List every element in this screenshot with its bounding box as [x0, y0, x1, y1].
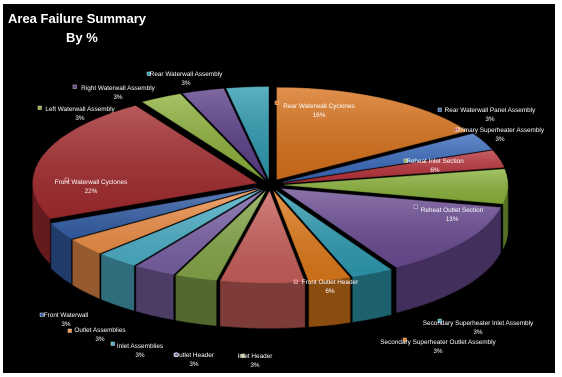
data-label-category: Rear Waterwall Panel Assembly — [445, 107, 536, 114]
data-label-category: Secondary Superheater Outlet Assembly — [380, 339, 496, 346]
pie-top-layer — [32, 86, 509, 284]
pie-slice-side — [219, 280, 306, 329]
data-label-value: 3% — [250, 362, 260, 369]
pie-slice-highlight — [32, 105, 257, 219]
data-label-category: Rear Waterwall Assembly — [150, 71, 223, 78]
pie-slice-highlight — [226, 86, 269, 179]
pie-slice-highlight — [72, 189, 260, 254]
data-label-value: 6% — [325, 288, 335, 295]
data-label-marker — [403, 158, 408, 163]
pie-slice-highlight — [283, 150, 505, 184]
data-label-value: 16% — [313, 112, 326, 119]
pie-slice-highlight — [282, 133, 492, 183]
data-label-marker — [64, 177, 69, 182]
data-label-category: Inlet Assemblies — [117, 343, 163, 350]
pie-slice-side — [135, 265, 174, 321]
data-label-category: Rear Waterwall Cyclones — [283, 103, 355, 110]
pie-slice-highlight — [276, 87, 468, 180]
data-label-category: Front Waterwall — [44, 312, 89, 319]
data-label-value: 13% — [446, 216, 459, 223]
data-label-category: Primary Superheater Assembly — [456, 127, 545, 134]
data-label-value: 3% — [473, 329, 483, 336]
pie-slice-highlight — [175, 191, 266, 281]
data-label-category: Inlet Header — [238, 353, 274, 360]
pie-slice-highlight — [51, 188, 258, 239]
data-label-value: 3% — [95, 336, 105, 343]
data-label-value: 3% — [113, 94, 123, 101]
data-label-category: Right Waterwall Assembly — [81, 85, 155, 92]
data-label-category: Outlet Header — [174, 352, 215, 359]
data-label-marker — [39, 312, 44, 317]
pie-slice-highlight — [276, 190, 392, 278]
pie-slice-highlight — [273, 191, 351, 282]
data-label-marker — [293, 279, 298, 284]
pie-slice-highlight — [142, 94, 264, 180]
data-label-marker — [173, 352, 178, 357]
pie-slice-highlight — [182, 88, 267, 179]
data-label-marker — [146, 71, 151, 76]
data-label-value: 3% — [495, 136, 505, 143]
pie-slice-highlight — [136, 190, 264, 275]
data-label-category: Front Waterwall Cyclones — [55, 179, 128, 186]
data-label-value: 6% — [430, 167, 440, 174]
pie-labels: Rear Waterwall Cyclones 16% Rear Waterwall… — [37, 71, 545, 369]
data-label-category: Secondary Superheater Inlet Assembly — [423, 320, 534, 327]
data-label-marker — [402, 337, 407, 342]
data-label-marker — [413, 204, 418, 209]
data-label-category: Outlet Assemblies — [74, 327, 125, 334]
pie-slice-side — [175, 274, 217, 327]
data-label-value: 3% — [433, 348, 443, 355]
data-label-marker — [437, 318, 442, 323]
data-label-category: Reheat Outlet Section — [421, 207, 484, 214]
pie-slice-highlight — [101, 189, 262, 266]
data-label-value: 3% — [189, 361, 199, 368]
data-label-marker — [274, 100, 279, 105]
data-label-category: Left Waterwall Assembly — [45, 106, 115, 113]
data-label-value: 3% — [485, 116, 495, 123]
pie-slice-highlight — [284, 169, 508, 204]
pie-slice-side — [352, 269, 392, 323]
data-label-marker — [437, 107, 442, 112]
data-label-marker — [67, 328, 72, 333]
data-label-value: 3% — [181, 80, 191, 87]
data-label-category: Front Outlet Header — [302, 279, 359, 286]
data-label-marker — [72, 84, 77, 89]
data-label-marker — [454, 127, 459, 132]
data-label-marker — [240, 353, 245, 358]
pie-slice-highlight — [220, 191, 305, 284]
data-label-value: 22% — [85, 188, 98, 195]
data-label-value: 3% — [135, 352, 145, 359]
data-label-category: Reheat Inlet Section — [406, 158, 464, 165]
data-label-value: 3% — [61, 321, 71, 328]
chart-subtitle: By % — [66, 30, 98, 45]
data-label-marker — [37, 105, 42, 110]
pie-slice-highlight — [281, 188, 501, 268]
chart-title: Area Failure Summary — [8, 11, 147, 26]
data-label-marker — [110, 341, 115, 346]
data-label-value: 3% — [75, 115, 85, 122]
